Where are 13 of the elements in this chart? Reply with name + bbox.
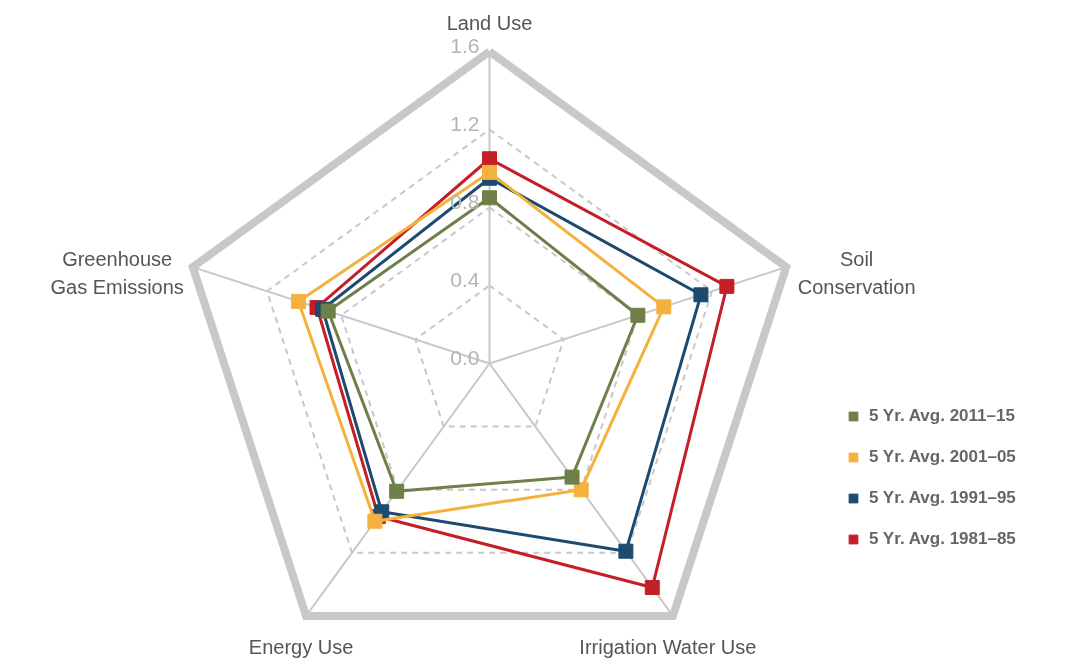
spoke-label: Land Use: [446, 11, 533, 34]
legend-label: 5 Yr. Avg. 1981–85: [869, 529, 1016, 549]
y-tick-label: 1.6: [450, 33, 480, 57]
spoke-label: Energy Use: [248, 635, 354, 658]
spoke-label: Greenhouse Gas Emissions: [50, 248, 184, 298]
legend-label: 5 Yr. Avg. 2011–15: [869, 406, 1015, 426]
y-tick-label: 0.4: [450, 267, 480, 291]
legend-label: 5 Yr. Avg. 1991–95: [869, 488, 1016, 508]
y-tick-label: 1.2: [450, 111, 480, 135]
legend-label: 5 Yr. Avg. 2001–05: [869, 447, 1016, 467]
y-tick-label: 0.0: [450, 345, 480, 369]
spoke-label: Soil Conservation: [797, 248, 916, 298]
spoke-label: Irrigation Water Use: [579, 635, 757, 658]
